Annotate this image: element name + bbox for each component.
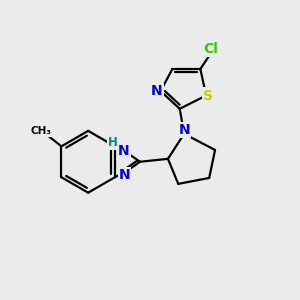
Text: CH₃: CH₃ — [31, 126, 52, 136]
Text: H: H — [108, 136, 118, 149]
Text: N: N — [118, 143, 129, 158]
Text: Cl: Cl — [203, 42, 218, 56]
Text: S: S — [203, 88, 213, 103]
Text: N: N — [151, 84, 163, 98]
Text: N: N — [178, 123, 190, 137]
Text: N: N — [119, 168, 130, 182]
